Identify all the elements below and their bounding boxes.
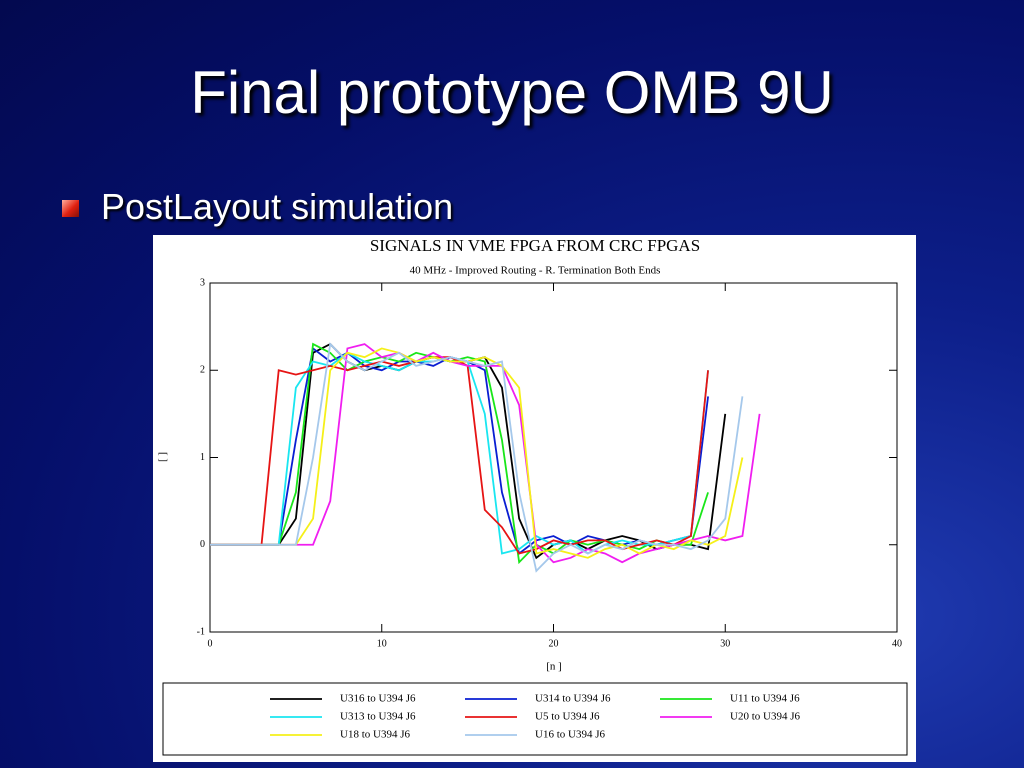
legend-label: U5 to U394 J6 (535, 711, 600, 723)
y-axis-label: [ ] (157, 452, 169, 462)
x-tick-label: 10 (377, 638, 387, 649)
slide-title: Final prototype OMB 9U (190, 59, 834, 126)
x-tick-label: 0 (208, 638, 213, 649)
bullet-icon (62, 200, 79, 217)
legend-label: U18 to U394 J6 (340, 729, 410, 741)
chart-background (153, 235, 916, 762)
bullet-text: PostLayout simulation (101, 186, 454, 227)
signal-line (210, 347, 744, 559)
y-tick-label: 1 (200, 452, 205, 463)
legend-box (162, 682, 908, 756)
x-tick-label: 30 (720, 638, 730, 649)
chart: SIGNALS IN VME FPGA FROM CRC FPGAS 40 MH… (153, 235, 916, 762)
signal-line (210, 342, 744, 573)
legend-label: U11 to U394 J6 (730, 693, 800, 705)
x-axis-label: [n ] (546, 661, 562, 673)
legend-label: U314 to U394 J6 (535, 693, 611, 705)
y-tick-label: 2 (200, 365, 205, 376)
legend-label: U316 to U394 J6 (340, 693, 416, 705)
chart-subtitle: 40 MHz - Improved Routing - R. Terminati… (410, 265, 661, 277)
x-tick-label: 20 (549, 638, 559, 649)
legend-label: U313 to U394 J6 (340, 711, 416, 723)
legend-label: U20 to U394 J6 (730, 711, 800, 723)
y-tick-label: 0 (200, 539, 205, 550)
y-tick-label: -1 (197, 626, 205, 637)
y-tick-label: 3 (200, 277, 205, 288)
chart-title: SIGNALS IN VME FPGA FROM CRC FPGAS (370, 236, 700, 255)
x-tick-label: 40 (892, 638, 902, 649)
legend-label: U16 to U394 J6 (535, 729, 605, 741)
